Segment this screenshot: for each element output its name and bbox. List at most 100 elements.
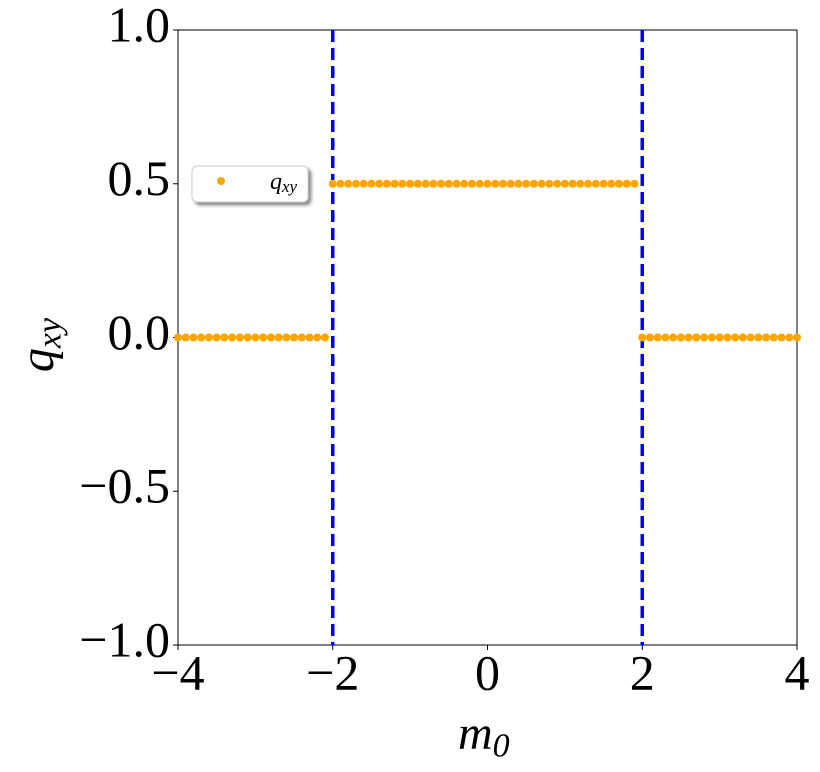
point (553, 179, 562, 188)
point (313, 333, 322, 342)
point (328, 179, 337, 188)
y-tick-label: −0.5 (79, 458, 170, 514)
point (174, 333, 182, 342)
legend: qxy (191, 165, 309, 203)
point (676, 333, 685, 342)
point (537, 179, 546, 188)
point (243, 333, 252, 342)
point (336, 179, 345, 188)
point (266, 333, 275, 342)
point (468, 179, 477, 188)
point (630, 179, 639, 188)
point (584, 179, 593, 188)
y-tick-label: 0.0 (108, 304, 171, 360)
point (220, 333, 229, 342)
point (189, 333, 198, 342)
y-tick-label: 1.0 (108, 0, 171, 52)
point (622, 179, 631, 188)
point (413, 179, 422, 188)
x-tick-label: 0 (475, 644, 500, 700)
label-main: q (270, 169, 282, 195)
point (769, 333, 778, 342)
point (653, 333, 662, 342)
legend-marker (217, 177, 225, 185)
label-sub: 0 (493, 727, 510, 764)
point (367, 179, 376, 188)
x-tick-label: −2 (306, 644, 359, 700)
point (398, 179, 407, 188)
point (321, 333, 330, 342)
y-tick-label: 0.5 (108, 150, 171, 206)
point (297, 333, 306, 342)
point (522, 179, 531, 188)
point (235, 333, 244, 342)
point (359, 179, 368, 188)
label-sub: xy (31, 317, 68, 349)
point (390, 179, 399, 188)
label-sub: xy (281, 177, 298, 196)
point (475, 179, 484, 188)
axis-label: qxy (11, 317, 68, 372)
x-tick-label: 4 (785, 644, 810, 700)
point (452, 179, 461, 188)
point (228, 333, 237, 342)
point (204, 333, 213, 342)
point (197, 333, 206, 342)
axis-label: m0 (458, 707, 510, 764)
point (638, 333, 647, 342)
point (715, 333, 724, 342)
point (723, 333, 732, 342)
legend-box (191, 165, 309, 203)
point (661, 333, 670, 342)
point (645, 333, 654, 342)
point (382, 179, 391, 188)
label-main: q (11, 348, 64, 372)
point (731, 333, 740, 342)
point (684, 333, 693, 342)
point (251, 333, 260, 342)
point (344, 179, 353, 188)
point (290, 333, 299, 342)
point (568, 179, 577, 188)
point (700, 333, 709, 342)
point (375, 179, 384, 188)
point (777, 333, 786, 342)
y-tick-label: −1.0 (79, 611, 170, 667)
legend-label: qxy (270, 169, 298, 196)
point (707, 333, 716, 342)
point (599, 179, 608, 188)
point (259, 333, 268, 342)
point (429, 179, 438, 188)
label-main: m (458, 707, 493, 760)
point (754, 333, 763, 342)
point (305, 333, 314, 342)
point (444, 179, 453, 188)
point (545, 179, 554, 188)
point (560, 179, 569, 188)
x-tick-label: 2 (630, 644, 655, 700)
point (514, 179, 523, 188)
point (615, 179, 624, 188)
point (762, 333, 771, 342)
point (274, 333, 283, 342)
point (498, 179, 507, 188)
point (437, 179, 446, 188)
point (460, 179, 469, 188)
point (576, 179, 585, 188)
point (483, 179, 492, 188)
point (692, 333, 701, 342)
point (529, 179, 538, 188)
point (181, 333, 190, 342)
point (491, 179, 500, 188)
point (212, 333, 221, 342)
point (793, 333, 801, 342)
point (591, 179, 600, 188)
point (669, 333, 678, 342)
point (506, 179, 515, 188)
point (351, 179, 360, 188)
point (746, 333, 755, 342)
point (785, 333, 794, 342)
x-tick-label: −4 (151, 644, 204, 700)
point (607, 179, 616, 188)
